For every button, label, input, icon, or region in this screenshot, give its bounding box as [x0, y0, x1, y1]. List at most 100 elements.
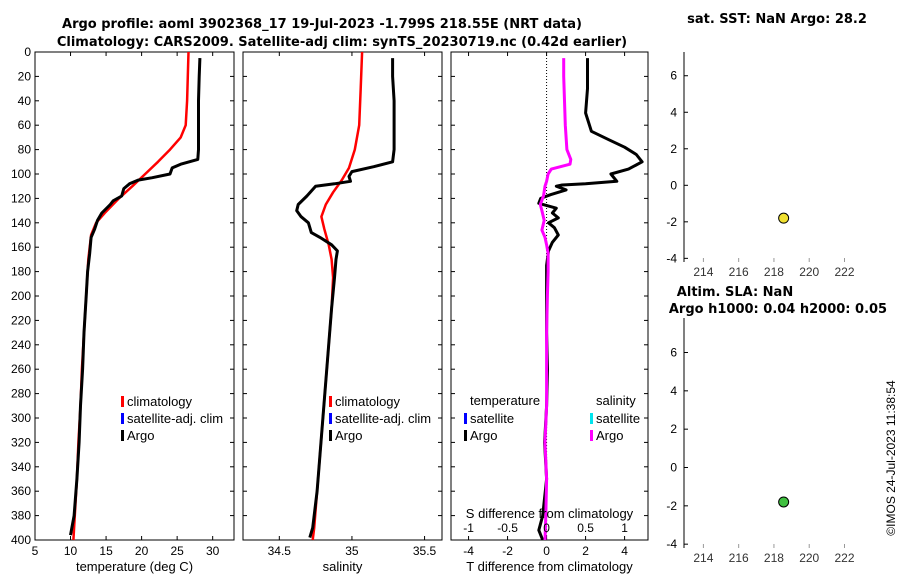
- temperature-xtick-label: 25: [170, 544, 184, 558]
- difference-legend-temp-satellite-swatch: [464, 413, 467, 424]
- sat_sst-point: [778, 212, 790, 224]
- difference-xtick-label: 4: [621, 544, 628, 558]
- sat_sst-xtick-label: 222: [834, 265, 854, 279]
- sat_sst-ytick-label: 6: [670, 69, 677, 83]
- salinity-xtick-label: 34.5: [268, 544, 292, 558]
- difference-legend-temp-satellite-label: satellite: [470, 411, 514, 426]
- temperature-ytick-label: 280: [11, 387, 31, 401]
- altim_sla-xtick-label: 218: [764, 551, 784, 565]
- altim_sla-ytick-label: 0: [670, 461, 677, 475]
- salinity-legend-argo-swatch: [329, 430, 332, 441]
- sat_sst-xtick-label: 218: [764, 265, 784, 279]
- salinity-diff-tick-label: 1: [621, 521, 628, 535]
- temperature-ytick-label: 0: [24, 45, 31, 59]
- difference-xlabel: T difference from climatology: [466, 559, 633, 574]
- salinity-diff-tick-label: -0.5: [497, 521, 518, 535]
- title-line2: Climatology: CARS2009. Satellite-adj cli…: [57, 35, 627, 50]
- temperature-legend-satellite-swatch: [121, 413, 124, 424]
- temperature-ytick-label: 200: [11, 289, 31, 303]
- difference-legend-sal-argo-label: Argo: [596, 428, 623, 443]
- altim_sla-ytick-label: -2: [666, 499, 677, 513]
- temperature-ytick-label: 140: [11, 216, 31, 230]
- sat_sst-ytick-label: -4: [666, 251, 677, 265]
- temperature-legend-argo-label: Argo: [127, 428, 154, 443]
- salinity-legend-satellite-swatch: [329, 413, 332, 424]
- salinity-legend-satellite-label: satellite-adj. clim: [335, 411, 431, 426]
- temperature-xtick-label: 20: [135, 544, 149, 558]
- difference-legend-sal-argo-swatch: [590, 430, 593, 441]
- panel-temperature: 0 20 40 60 80 100 120 140 160 180 200 220 240 260 280 3…: [11, 45, 235, 574]
- difference-legend-temp-argo-swatch: [464, 430, 467, 441]
- temperature-legend-climatology-label: climatology: [127, 394, 193, 409]
- temperature-ytick-label: 340: [11, 460, 31, 474]
- salinity-diff-axis-label: S difference from climatology: [466, 506, 634, 521]
- temperature-ytick-label: 260: [11, 362, 31, 376]
- temperature-ytick-label: 380: [11, 509, 31, 523]
- difference-legend-sal-satellite-label: satellite: [596, 411, 640, 426]
- salinity-legend-argo-label: Argo: [335, 428, 362, 443]
- altim_sla-ytick-label: -4: [666, 537, 677, 551]
- salinity-xlabel: salinity: [323, 559, 363, 574]
- temperature-ytick-label: 100: [11, 167, 31, 181]
- temperature-xtick-label: 10: [64, 544, 78, 558]
- temperature-ytick-label: 400: [11, 533, 31, 547]
- salinity-argo-line: [295, 58, 396, 539]
- sat-sst-title: sat. SST: NaN Argo: 28.2: [687, 12, 867, 27]
- temperature-ytick-label: 300: [11, 411, 31, 425]
- salinity-xtick-label: 35.5: [413, 544, 437, 558]
- temperature-ytick-label: 160: [11, 240, 31, 254]
- temperature-ytick-label: 60: [18, 118, 32, 132]
- salinity-diff-tick-label: -1: [463, 521, 474, 535]
- difference-xtick-label: 0: [543, 544, 550, 558]
- altim_sla-xtick-label: 216: [729, 551, 749, 565]
- sat_sst-xtick-label: 214: [693, 265, 713, 279]
- temperature-ytick-label: 240: [11, 338, 31, 352]
- temperature-ytick-label: 320: [11, 435, 31, 449]
- altim_sla-ytick-label: 2: [670, 422, 677, 436]
- temperature-ytick-label: 360: [11, 484, 31, 498]
- temperature-legend-satellite-label: satellite-adj. clim: [127, 411, 223, 426]
- difference-legend-temperature-header: temperature: [470, 393, 540, 408]
- sat_sst-ytick-label: 4: [670, 105, 677, 119]
- altim_sla-xtick-label: 220: [799, 551, 819, 565]
- temperature-legend-argo-swatch: [121, 430, 124, 441]
- plots-layer: 0204060801001201401601802002202402602803…: [11, 12, 887, 574]
- temperature-ytick-label: 40: [18, 94, 32, 108]
- temperature-ytick-label: 20: [18, 69, 32, 83]
- difference-salinity-argo-line: [538, 58, 573, 541]
- sat_sst-xtick-label: 216: [729, 265, 749, 279]
- temperature-xtick-label: 5: [32, 544, 39, 558]
- altim_sla-ytick-label: 6: [670, 346, 677, 360]
- panel-difference: -4 -2 0 2 4T difference from climatology -1 -0…: [450, 51, 649, 574]
- sat_sst-ytick-label: 2: [670, 142, 677, 156]
- sat_sst-ytick-label: -2: [666, 215, 677, 229]
- salinity-legend-climatology-swatch: [329, 396, 332, 407]
- temperature-ytick-label: 80: [18, 143, 32, 157]
- difference-legend-salinity-header: salinity: [596, 393, 636, 408]
- temperature-xtick-label: 30: [206, 544, 220, 558]
- salinity-diff-tick-label: 0: [543, 521, 550, 535]
- temperature-legend-climatology-swatch: [121, 396, 124, 407]
- temperature-axes-box: [34, 51, 235, 541]
- altim_sla-xtick-label: 214: [693, 551, 713, 565]
- altim_sla-point: [778, 496, 790, 508]
- altim_sla-xtick-label: 222: [834, 551, 854, 565]
- temperature-xtick-label: 15: [99, 544, 113, 558]
- panel-altim_sla: -4 -2 0 2 4 6 214 216 218 220 222: [666, 318, 855, 565]
- difference-axes-box: [450, 51, 649, 541]
- altim-sla-title: Altim. SLA: NaN: [677, 285, 793, 300]
- altim-sla-subtitle: Argo h1000: 0.04 h2000: 0.05: [669, 302, 887, 317]
- salinity-legend-climatology-label: climatology: [335, 394, 401, 409]
- temperature-argo-line: [69, 58, 202, 536]
- temperature-ytick-label: 120: [11, 191, 31, 205]
- sat_sst-ytick-label: 0: [670, 178, 677, 192]
- altim_sla-ytick-label: 4: [670, 384, 677, 398]
- salinity-xtick-label: 35: [345, 544, 359, 558]
- salinity-axes-box: [242, 51, 443, 541]
- temperature-xlabel: temperature (deg C): [76, 559, 193, 574]
- temperature-ytick-label: 180: [11, 265, 31, 279]
- title-line1: Argo profile: aoml 3902368_17 19-Jul-202…: [62, 17, 582, 32]
- difference-xtick-label: 2: [582, 544, 589, 558]
- timestamp-label: ©IMOS 24-Jul-2023 11:38:54: [884, 380, 898, 536]
